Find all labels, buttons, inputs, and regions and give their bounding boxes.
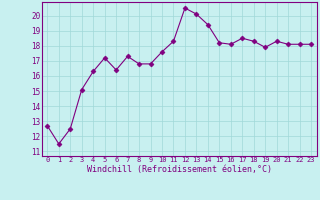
X-axis label: Windchill (Refroidissement éolien,°C): Windchill (Refroidissement éolien,°C) [87, 165, 272, 174]
